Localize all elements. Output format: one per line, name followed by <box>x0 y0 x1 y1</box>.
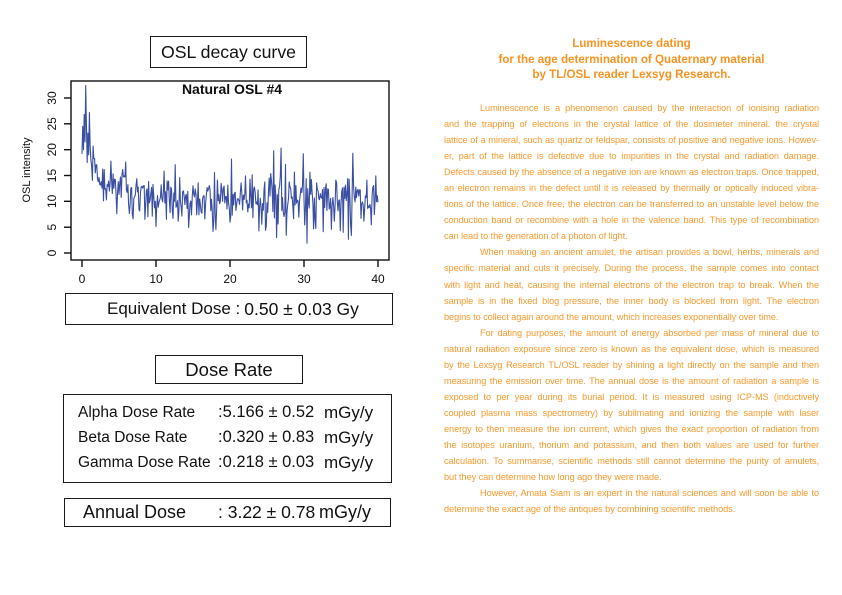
svg-text:5: 5 <box>45 224 59 231</box>
svg-text:25: 25 <box>45 117 59 131</box>
svg-text:0: 0 <box>45 249 59 256</box>
svg-text:30: 30 <box>45 91 59 105</box>
svg-text:20: 20 <box>223 272 237 286</box>
svg-text:Natural OSL #4: Natural OSL #4 <box>182 81 282 97</box>
svg-text:0: 0 <box>79 272 86 286</box>
svg-text:40: 40 <box>371 272 385 286</box>
svg-text:15: 15 <box>45 169 59 183</box>
svg-text:30: 30 <box>297 272 311 286</box>
svg-text:10: 10 <box>149 272 163 286</box>
svg-text:OSL intensity: OSL intensity <box>21 137 33 203</box>
svg-text:20: 20 <box>45 143 59 157</box>
svg-text:10: 10 <box>45 194 59 208</box>
